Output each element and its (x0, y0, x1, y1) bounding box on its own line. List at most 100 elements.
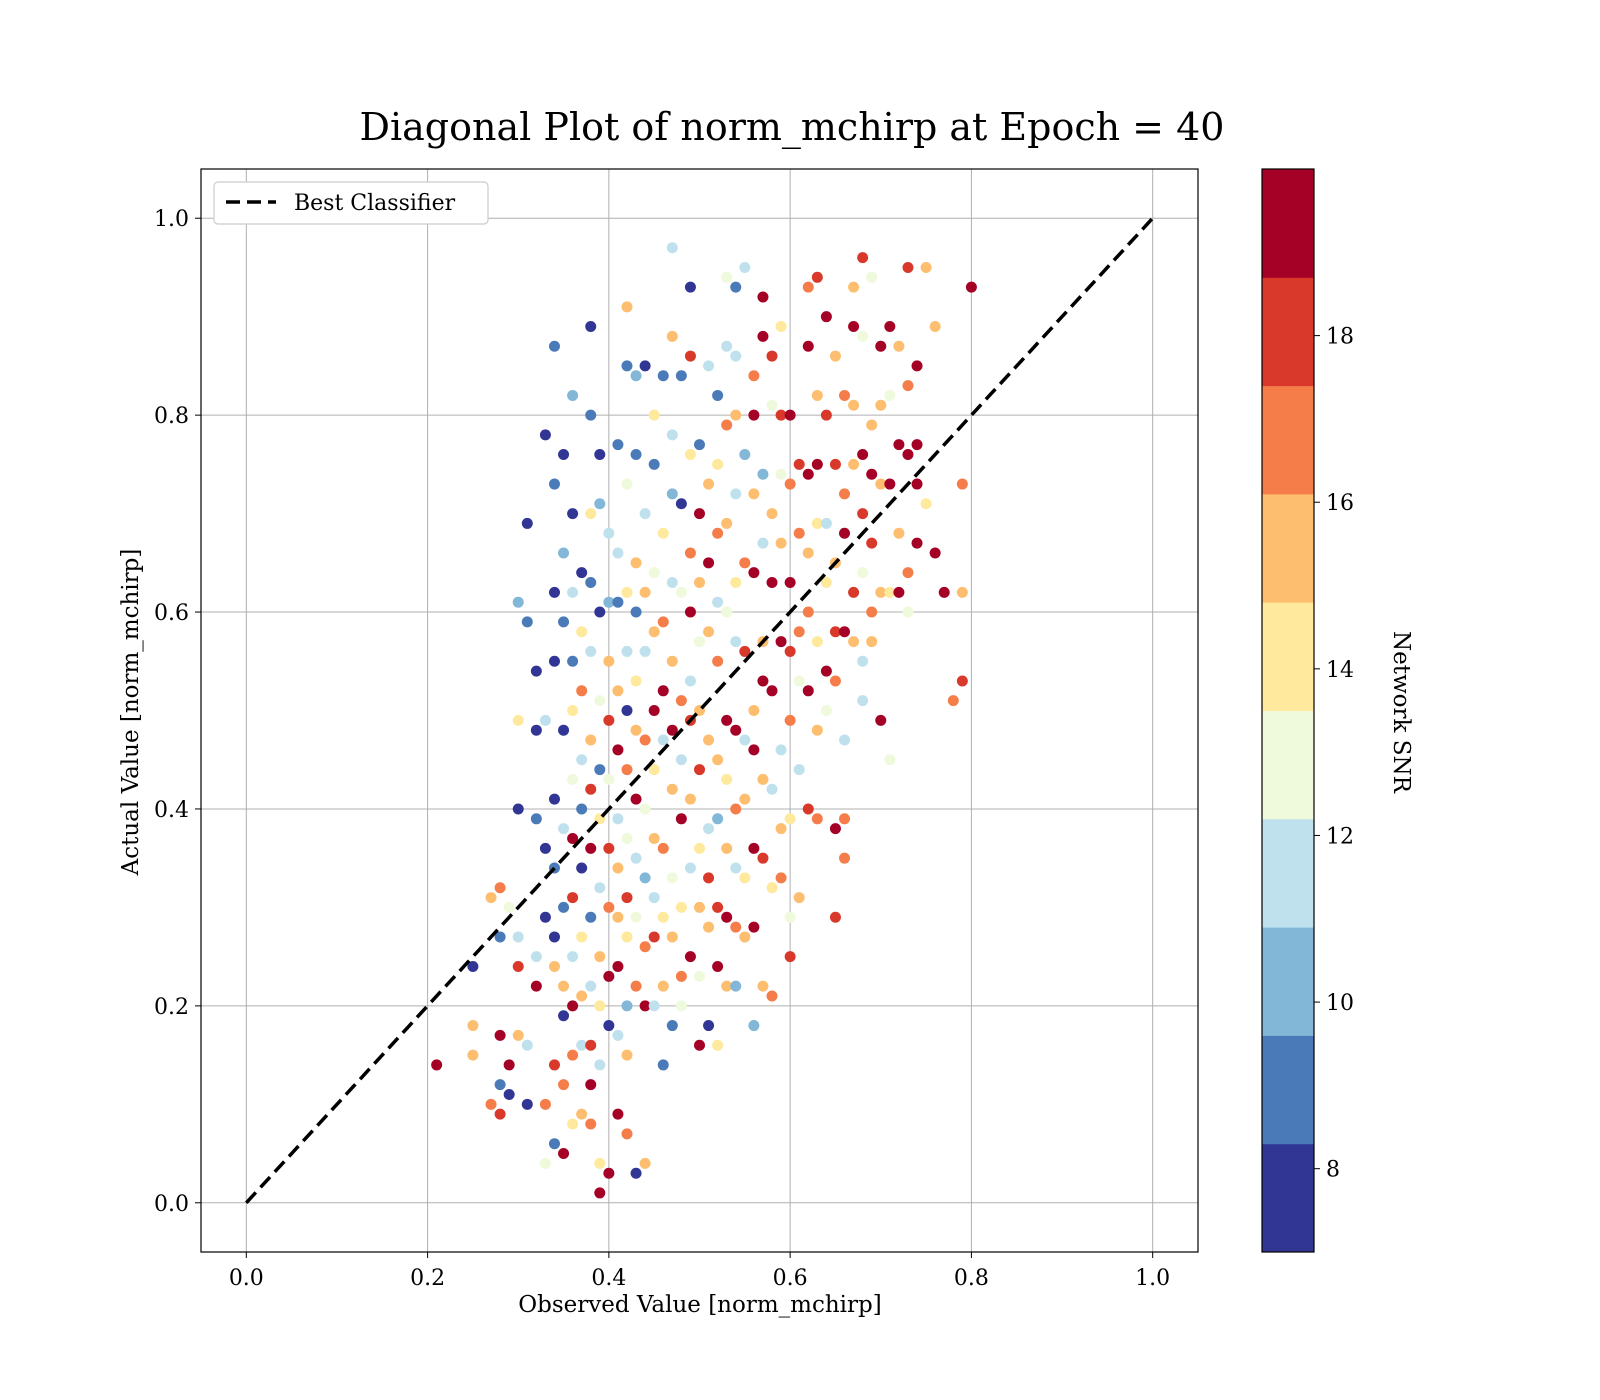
data-point (666, 429, 678, 441)
data-point (757, 675, 769, 687)
data-point (585, 409, 597, 421)
data-point (648, 892, 660, 904)
data-point (675, 695, 687, 707)
data-point (884, 389, 896, 401)
data-point (956, 586, 968, 598)
data-point (521, 1098, 533, 1110)
data-point (675, 1000, 687, 1012)
data-point (775, 872, 787, 884)
data-point (784, 478, 796, 490)
data-point (730, 636, 742, 648)
data-point (594, 1157, 606, 1169)
data-point (603, 655, 615, 667)
data-point (630, 370, 642, 382)
data-point (721, 714, 733, 726)
data-point (757, 291, 769, 303)
data-point (621, 892, 633, 904)
data-point (766, 685, 778, 697)
data-points (431, 242, 977, 1199)
data-point (594, 695, 606, 707)
data-point (712, 1039, 724, 1051)
colorbar-segment (1262, 710, 1314, 820)
data-point (576, 685, 588, 697)
data-point (766, 990, 778, 1002)
data-point (666, 577, 678, 589)
data-point (820, 409, 832, 421)
data-point (576, 803, 588, 815)
y-tick-label: 0.0 (154, 1192, 189, 1217)
colorbar-label: Network SNR (1388, 631, 1414, 794)
data-point (829, 350, 841, 362)
colorbar-segment (1262, 1035, 1314, 1145)
data-point (857, 567, 869, 579)
data-point (884, 321, 896, 333)
data-point (558, 823, 570, 835)
data-point (748, 567, 760, 579)
data-point (558, 901, 570, 913)
data-point (666, 1020, 678, 1032)
data-point (548, 1059, 560, 1071)
data-point (712, 389, 724, 401)
data-point (721, 842, 733, 854)
data-point (730, 803, 742, 815)
data-point (911, 478, 923, 490)
data-point (829, 911, 841, 923)
data-point (494, 1108, 506, 1120)
data-point (612, 439, 624, 451)
data-point (748, 409, 760, 421)
data-point (866, 271, 878, 283)
data-point (585, 980, 597, 992)
data-point (648, 764, 660, 776)
colorbar-tick-label: 8 (1326, 1158, 1340, 1183)
data-point (630, 852, 642, 864)
data-point (467, 1049, 479, 1061)
data-point (558, 616, 570, 628)
data-point (603, 1020, 615, 1032)
data-point (657, 370, 669, 382)
data-point (639, 803, 651, 815)
data-point (766, 577, 778, 589)
data-point (820, 705, 832, 716)
data-point (585, 842, 597, 854)
colorbar-tick-label: 18 (1326, 325, 1354, 350)
x-tick-label: 0.4 (591, 1266, 626, 1291)
data-point (694, 439, 705, 451)
data-point (730, 980, 742, 992)
data-point (512, 931, 524, 943)
data-point (548, 340, 560, 352)
data-point (739, 645, 751, 657)
data-point (539, 911, 551, 923)
data-point (648, 1000, 660, 1012)
data-point (675, 754, 687, 766)
data-point (703, 360, 715, 372)
data-point (603, 527, 615, 539)
data-point (793, 626, 805, 638)
data-point (757, 330, 769, 342)
data-point (929, 321, 941, 333)
data-point (902, 606, 914, 618)
data-point (576, 931, 588, 943)
data-point (666, 931, 678, 943)
data-point (893, 527, 905, 539)
grid-lines (201, 169, 1198, 1252)
data-point (811, 389, 823, 401)
data-point (866, 419, 878, 431)
data-point (703, 921, 715, 933)
colorbar-segment (1262, 493, 1314, 603)
data-point (775, 468, 787, 480)
data-point (612, 960, 624, 972)
data-point (512, 596, 524, 608)
data-point (784, 645, 796, 657)
data-point (630, 606, 642, 618)
best-classifier-line (245, 217, 1154, 1204)
colorbar-segment (1262, 818, 1314, 928)
data-point (612, 813, 624, 825)
x-tick-label: 0.8 (954, 1266, 989, 1291)
data-point (848, 321, 860, 333)
data-point (467, 1020, 479, 1032)
data-point (739, 931, 751, 943)
data-point (530, 665, 542, 677)
data-point (721, 980, 733, 992)
data-point (621, 360, 633, 372)
data-point (694, 508, 705, 520)
